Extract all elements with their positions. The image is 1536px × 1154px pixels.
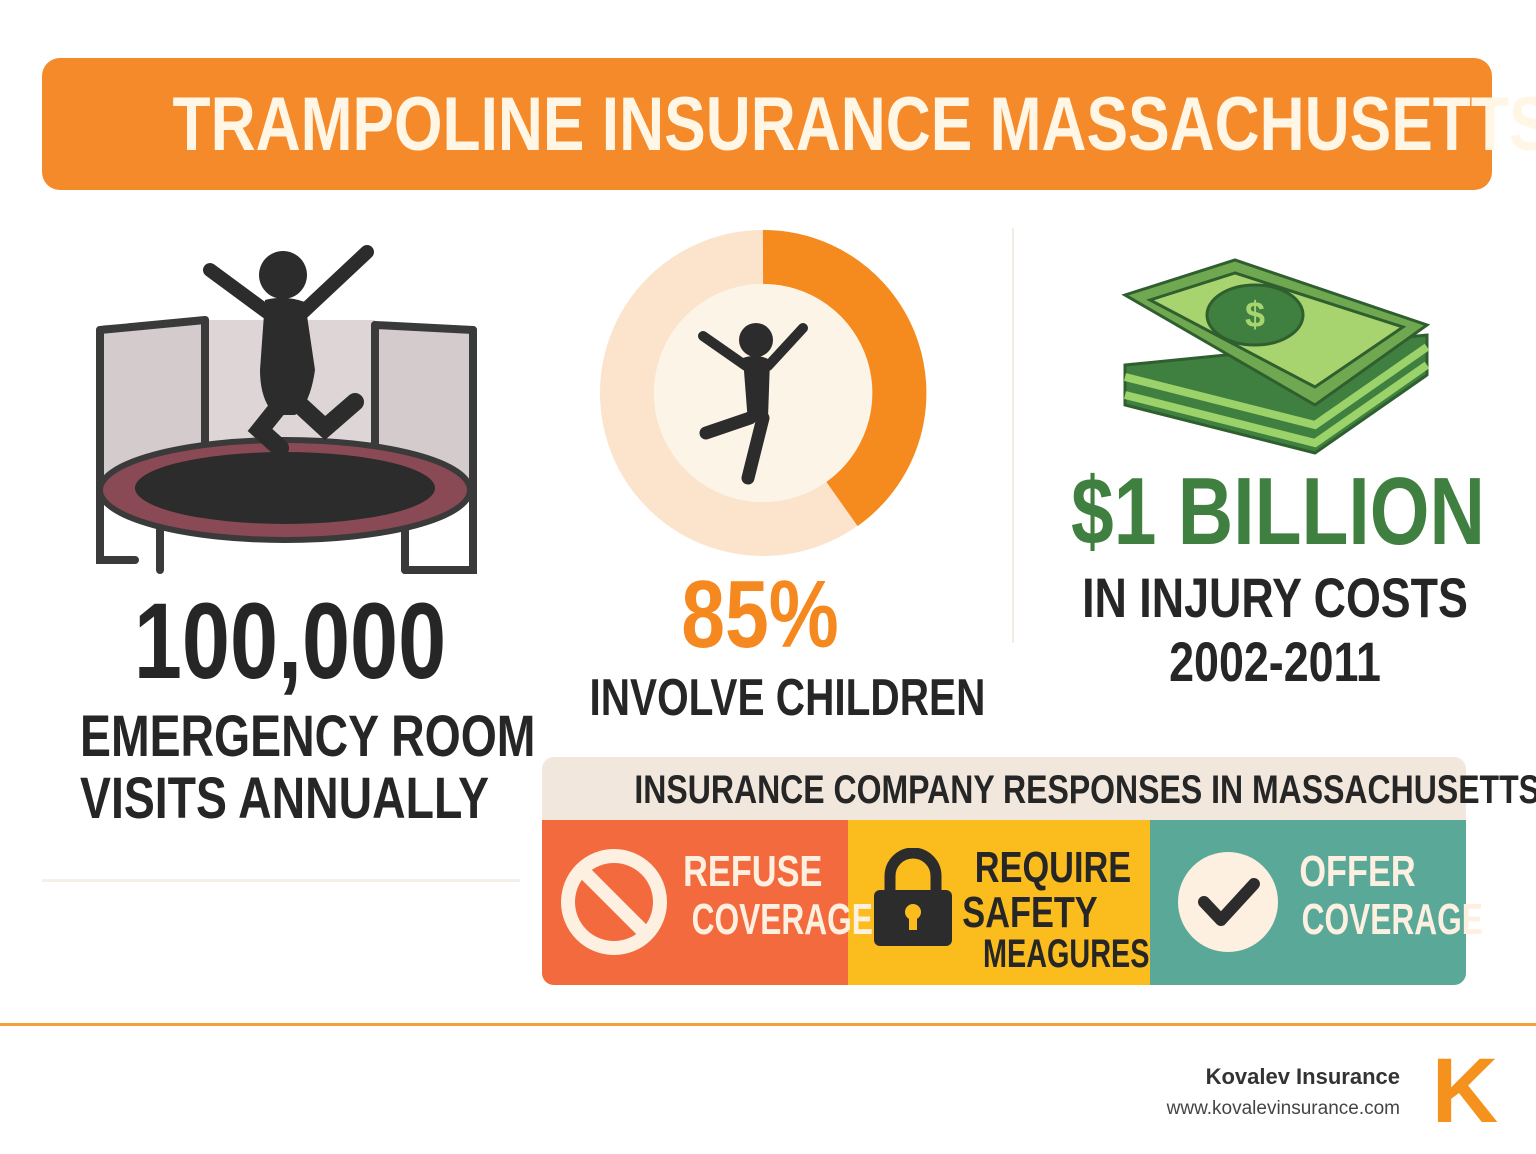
check-icon xyxy=(1178,852,1278,952)
trampoline-illustration xyxy=(96,245,477,574)
header-banner xyxy=(42,58,1492,190)
response-text: REQUIRE xyxy=(974,843,1132,892)
stat-label: 2002-2011 xyxy=(1169,630,1381,693)
refuse-icon xyxy=(561,849,667,955)
svg-text:$: $ xyxy=(1245,294,1265,335)
stat-value: 100,000 xyxy=(133,580,447,701)
response-text: COVERAGE xyxy=(691,895,873,944)
response-text: SAFETY xyxy=(962,888,1098,937)
footer-company: Kovalev Insurance xyxy=(1205,1064,1400,1089)
stat-label: IN INJURY COSTS xyxy=(1082,566,1468,629)
donut-illustration xyxy=(600,229,927,556)
stat-value: 85% xyxy=(681,561,839,668)
footer-url: www.kovalevinsurance.com xyxy=(1166,1098,1400,1119)
response-text: COVERAGE xyxy=(1301,895,1483,944)
refuse-panel xyxy=(542,820,848,985)
divider xyxy=(42,879,520,882)
stat-label: INVOLVE CHILDREN xyxy=(589,669,986,727)
money-illustration: $ xyxy=(1121,258,1431,455)
title: TRAMPOLINE INSURANCE MASSACHUSETTS xyxy=(172,82,1536,167)
logo: K xyxy=(1431,1040,1499,1142)
response-text: OFFER xyxy=(1299,847,1416,896)
divider xyxy=(1012,228,1014,643)
stat-label: EMERGENCY ROOM xyxy=(80,704,536,769)
lock-icon xyxy=(874,848,952,946)
stat-label: VISITS ANNUALLY xyxy=(80,766,490,831)
stat-value: $1 BILLION xyxy=(1071,458,1485,565)
responses-title: INSURANCE COMPANY RESPONSES IN MASSACHUS… xyxy=(634,768,1536,812)
responses-panel xyxy=(542,757,1466,985)
footer-rule xyxy=(0,1023,1536,1026)
response-text: REFUSE xyxy=(683,847,823,896)
response-text: MEAGURES xyxy=(983,932,1150,976)
